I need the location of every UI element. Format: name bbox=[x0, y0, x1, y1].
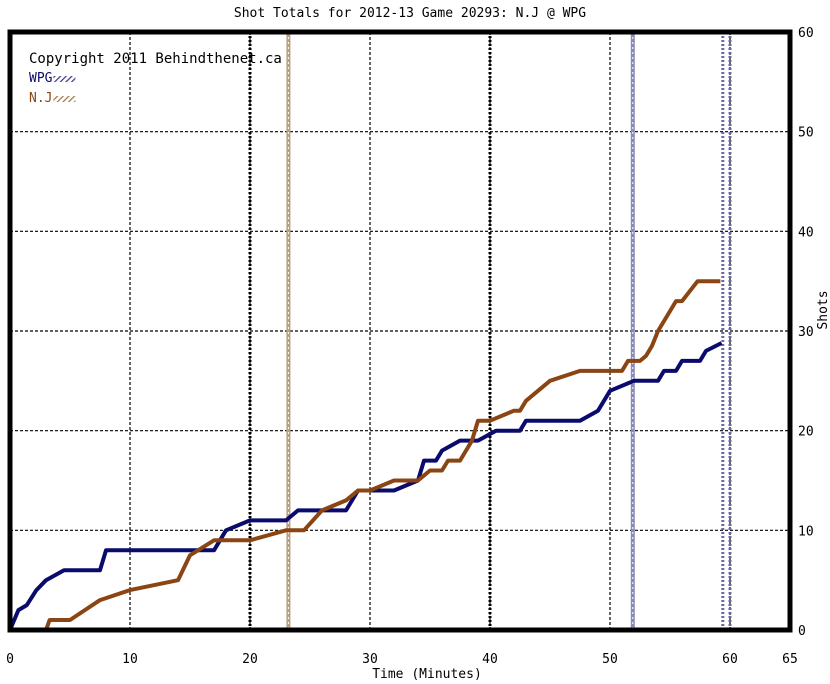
x-tick-label: 65 bbox=[782, 652, 798, 667]
y-tick-label: 30 bbox=[798, 325, 814, 340]
legend: WPG N.J bbox=[29, 71, 76, 106]
grid-lines bbox=[10, 32, 790, 630]
y-tick-label: 40 bbox=[798, 225, 814, 240]
series-line-nj bbox=[10, 279, 721, 632]
x-tick-label: 40 bbox=[482, 652, 498, 667]
y-tick-label: 0 bbox=[798, 624, 806, 639]
x-tick-label: 0 bbox=[6, 652, 14, 667]
y-tick-label: 60 bbox=[798, 26, 814, 41]
legend-swatch bbox=[53, 96, 76, 102]
y-tick-label: 10 bbox=[798, 524, 814, 539]
y-axis-label: Shots bbox=[816, 290, 830, 329]
chart-title: Shot Totals for 2012-13 Game 20293: N.J … bbox=[234, 6, 586, 21]
x-tick-label: 30 bbox=[362, 652, 378, 667]
legend-label: N.J bbox=[29, 91, 52, 106]
legend-label: WPG bbox=[29, 71, 53, 86]
x-tick-labels: 0 10 20 30 40 50 60 65 bbox=[6, 652, 798, 667]
x-tick-label: 10 bbox=[122, 652, 138, 667]
x-tick-label: 20 bbox=[242, 652, 258, 667]
plot-frame bbox=[7, 29, 793, 633]
series-lines bbox=[8, 279, 723, 632]
legend-swatch bbox=[53, 76, 76, 82]
y-tick-label: 50 bbox=[798, 126, 814, 141]
series-line-wpg bbox=[8, 341, 723, 631]
x-tick-label: 60 bbox=[722, 652, 738, 667]
x-axis-label: Time (Minutes) bbox=[372, 667, 482, 680]
copyright-text: Copyright 2011 Behindthenet.ca bbox=[29, 51, 282, 67]
y-tick-labels: 0 10 20 30 40 50 60 bbox=[798, 26, 814, 639]
x-tick-label: 50 bbox=[602, 652, 618, 667]
y-tick-label: 20 bbox=[798, 425, 814, 440]
